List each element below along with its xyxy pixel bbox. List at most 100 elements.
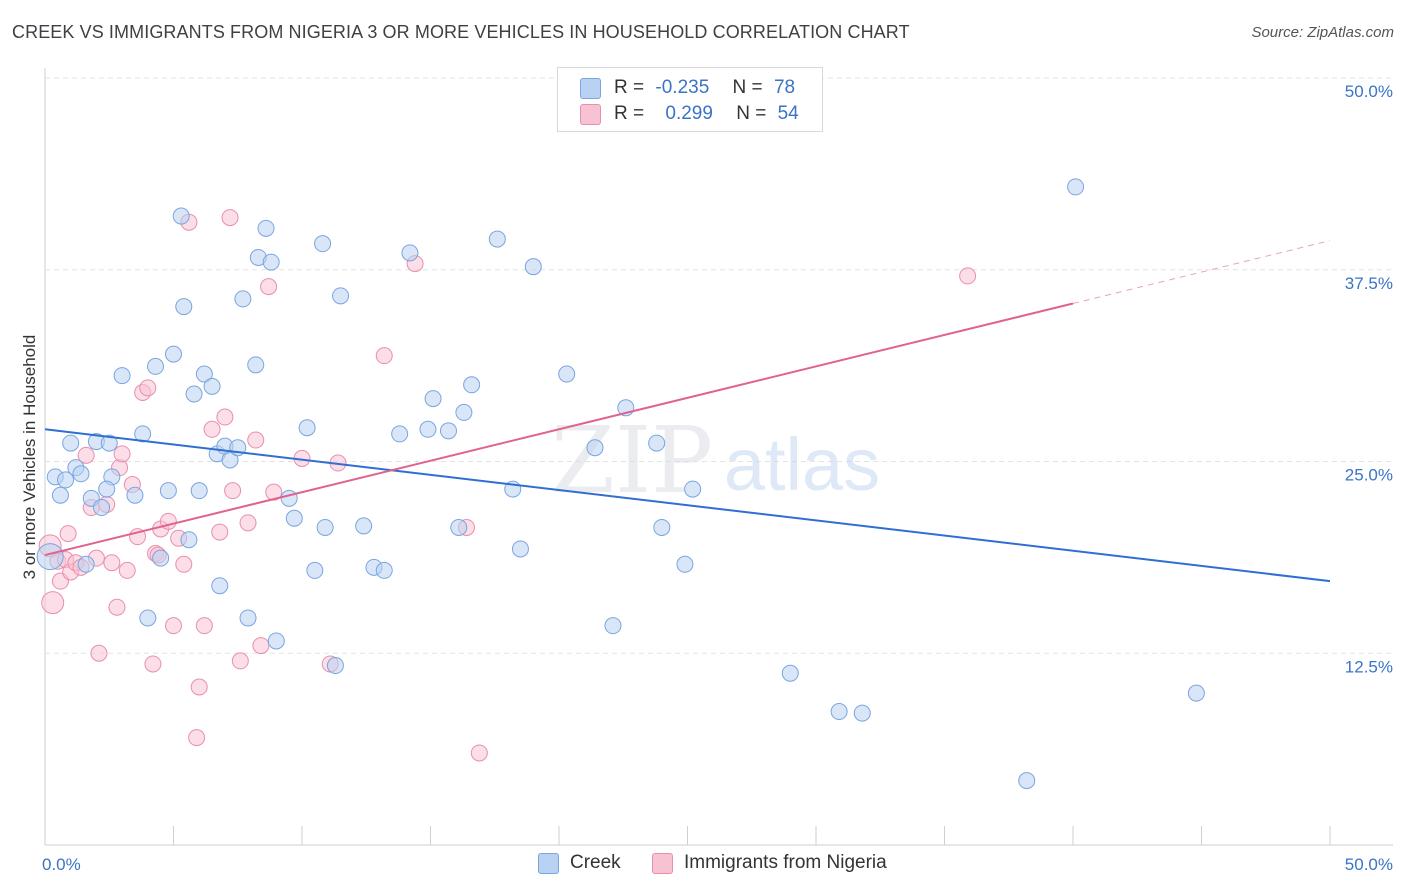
- legend-text-nigeria: R = 0.299 N = 54: [614, 103, 799, 125]
- creek-point: [375, 561, 393, 579]
- creek-point: [488, 230, 506, 248]
- creek-point: [239, 609, 257, 627]
- creek-point: [147, 357, 165, 375]
- creek-point: [172, 207, 190, 225]
- nigeria-point: [190, 678, 208, 696]
- creek-point: [604, 617, 622, 635]
- nigeria-point: [203, 420, 221, 438]
- creek-point: [285, 509, 303, 527]
- creek-point: [185, 385, 203, 403]
- legend-n-value-creek: 78: [773, 77, 796, 98]
- creek-point: [113, 367, 131, 385]
- chart-title: CREEK VS IMMIGRANTS FROM NIGERIA 3 OR MO…: [12, 22, 910, 42]
- nigeria-point: [108, 598, 126, 616]
- nigeria-point: [260, 278, 278, 296]
- watermark: ZIP atlas: [551, 407, 880, 514]
- y-tick-label: 50.0%: [1345, 82, 1393, 101]
- creek-point: [152, 549, 170, 567]
- creek-point: [77, 555, 95, 573]
- creek-point: [234, 290, 252, 308]
- creek-point: [126, 486, 144, 504]
- creek-point: [558, 365, 576, 383]
- creek-point: [781, 664, 799, 682]
- creek-point: [511, 540, 529, 558]
- creek-point: [159, 482, 177, 500]
- source-credit: Source: ZipAtlas.com: [1251, 24, 1394, 41]
- nigeria-point: [375, 347, 393, 365]
- grid-lines: [45, 77, 1393, 654]
- legend-r-value-nigeria: 0.299: [665, 103, 713, 124]
- creek-point: [524, 258, 542, 276]
- nigeria-point: [118, 561, 136, 579]
- nigeria-point: [144, 655, 162, 673]
- nigeria-trend-line: [44, 302, 1074, 557]
- nigeria-point: [231, 652, 249, 670]
- bottom-label-creek: Creek: [570, 852, 621, 873]
- creek-point: [62, 434, 80, 452]
- creek-point: [100, 434, 118, 452]
- creek-point: [57, 471, 75, 489]
- nigeria-point: [41, 591, 65, 615]
- creek-point: [830, 703, 848, 721]
- creek-point: [586, 439, 604, 457]
- nigeria-point: [188, 729, 206, 747]
- creek-point: [853, 704, 871, 722]
- legend-swatch-creek: [580, 78, 601, 99]
- creek-point: [1018, 772, 1036, 790]
- legend-n-label: N =: [736, 103, 767, 124]
- creek-point: [455, 403, 473, 421]
- nigeria-point: [224, 482, 242, 500]
- legend-swatch-nigeria: [580, 104, 601, 125]
- creek-point: [1187, 684, 1205, 702]
- creek-point: [648, 434, 666, 452]
- creek-point: [332, 287, 350, 305]
- nigeria-point: [175, 555, 193, 573]
- nigeria-point: [252, 637, 270, 655]
- creek-point: [298, 419, 316, 437]
- nigeria-point: [247, 431, 265, 449]
- bottom-label-nigeria: Immigrants from Nigeria: [684, 852, 887, 873]
- x-tick-labels: 0.0% 50.0%: [42, 855, 1393, 874]
- nigeria-point: [221, 209, 239, 227]
- nigeria-point: [77, 446, 95, 464]
- legend-r-label: R =: [614, 77, 645, 98]
- creek-point: [165, 345, 182, 363]
- nigeria-point: [90, 644, 108, 662]
- creek-point: [463, 376, 481, 394]
- y-tick-label: 37.5%: [1345, 274, 1393, 293]
- x-tick-label: 0.0%: [42, 855, 81, 874]
- y-tick-labels: 12.5% 25.0% 37.5% 50.0%: [1345, 82, 1393, 676]
- creek-point: [280, 489, 298, 507]
- nigeria-point: [239, 514, 257, 532]
- creek-point: [257, 219, 275, 237]
- creek-point: [211, 577, 229, 595]
- legend-r-value-creek: -0.235: [655, 77, 710, 98]
- creek-point: [247, 356, 265, 374]
- bottom-swatch-nigeria: [652, 853, 673, 874]
- nigeria-point: [265, 483, 283, 501]
- nigeria-point: [113, 445, 131, 463]
- nigeria-point: [211, 523, 229, 541]
- nigeria-point: [165, 617, 182, 635]
- creek-point: [267, 632, 285, 650]
- nigeria-points: [38, 209, 977, 762]
- legend-r-label: R =: [614, 103, 645, 124]
- bottom-swatch-creek: [538, 853, 559, 874]
- creek-point: [195, 365, 213, 383]
- creek-point: [391, 425, 409, 443]
- legend-n-label: N =: [732, 77, 763, 98]
- trend-lines: [44, 240, 1331, 583]
- creek-point: [134, 425, 152, 443]
- y-tick-label: 25.0%: [1345, 466, 1393, 485]
- creek-point: [1067, 178, 1085, 196]
- correlation-legend: R = -0.235 N = 78 R = 0.299 N = 54: [557, 67, 823, 132]
- y-axis-label: 3 or more Vehicles in Household: [20, 334, 39, 580]
- creek-point: [419, 420, 437, 438]
- creek-point: [51, 486, 69, 504]
- creek-point: [306, 561, 324, 579]
- nigeria-point: [959, 267, 977, 285]
- creek-point: [175, 298, 193, 316]
- nigeria-point: [139, 379, 157, 397]
- nigeria-point: [59, 525, 77, 543]
